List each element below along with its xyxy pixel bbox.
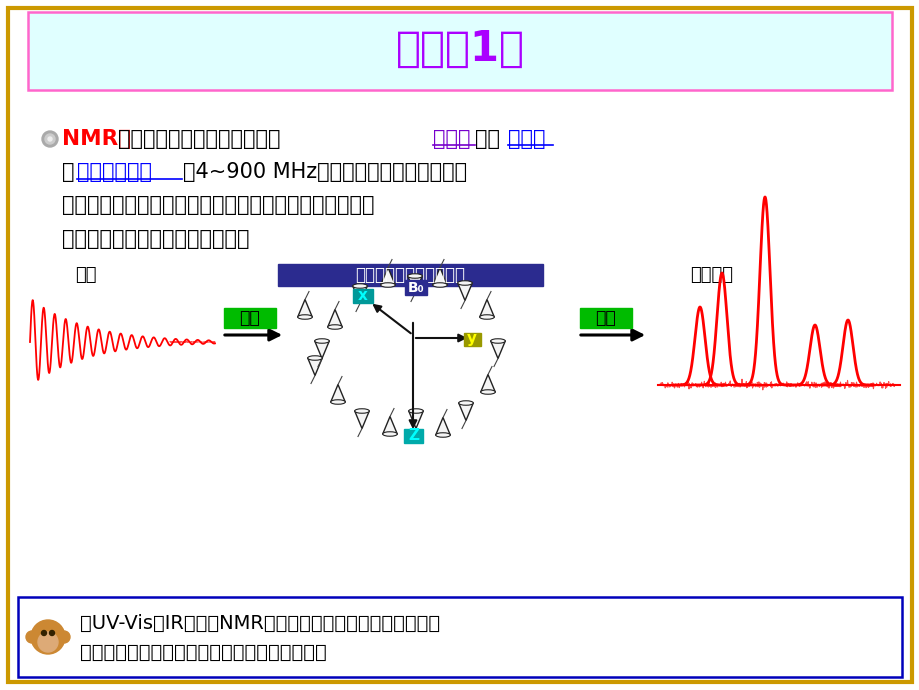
Polygon shape	[458, 283, 471, 301]
Polygon shape	[436, 417, 449, 435]
Ellipse shape	[327, 325, 342, 329]
Ellipse shape	[408, 408, 423, 413]
Text: 研究具有核磁性质的原子核（: 研究具有核磁性质的原子核（	[118, 129, 280, 149]
Polygon shape	[407, 276, 422, 293]
Text: y: y	[467, 331, 476, 346]
Ellipse shape	[382, 432, 397, 436]
Text: 概述（1）: 概述（1）	[395, 28, 524, 70]
Text: 吸收射频辐射: 吸收射频辐射	[77, 162, 152, 182]
Polygon shape	[330, 384, 345, 402]
Ellipse shape	[459, 401, 473, 405]
Circle shape	[38, 632, 58, 652]
Text: 照射: 照射	[239, 309, 260, 327]
Polygon shape	[327, 310, 342, 327]
Circle shape	[42, 131, 58, 147]
Text: x: x	[357, 288, 368, 304]
Bar	[18, 597, 901, 677]
Polygon shape	[298, 299, 312, 317]
Polygon shape	[307, 358, 322, 375]
Bar	[404, 280, 426, 295]
Ellipse shape	[307, 356, 322, 360]
Text: 磁性核: 磁性核	[433, 129, 470, 149]
Ellipse shape	[407, 274, 422, 278]
Ellipse shape	[380, 283, 395, 287]
Polygon shape	[432, 268, 447, 285]
Bar	[579, 308, 631, 328]
Text: 强磁场中的原子核自旋能级对射频辐射的吸收。: 强磁场中的原子核自旋能级对射频辐射的吸收。	[80, 642, 326, 662]
Ellipse shape	[298, 315, 312, 319]
Bar	[28, 12, 891, 90]
Ellipse shape	[352, 284, 367, 288]
Text: 吸收: 吸收	[595, 309, 616, 327]
Circle shape	[31, 620, 65, 654]
Polygon shape	[479, 299, 494, 317]
Text: 中: 中	[62, 162, 74, 182]
Ellipse shape	[330, 400, 345, 404]
Polygon shape	[490, 341, 505, 359]
Text: 与UV-Vis和IR类似，NMR也属于吸收光谱，但研究的是处于: 与UV-Vis和IR类似，NMR也属于吸收光谱，但研究的是处于	[80, 613, 439, 633]
Text: Z: Z	[407, 428, 418, 444]
Circle shape	[48, 137, 52, 141]
Polygon shape	[352, 286, 367, 304]
Ellipse shape	[436, 433, 450, 437]
Ellipse shape	[479, 315, 494, 319]
Ellipse shape	[354, 408, 369, 413]
Polygon shape	[355, 411, 369, 428]
Text: 射频: 射频	[75, 266, 96, 284]
Circle shape	[50, 631, 54, 635]
Circle shape	[58, 631, 70, 643]
Ellipse shape	[490, 339, 505, 343]
Circle shape	[41, 631, 47, 635]
Ellipse shape	[480, 390, 494, 394]
Text: 强磁场: 强磁场	[507, 129, 545, 149]
Circle shape	[26, 631, 38, 643]
Text: B₀: B₀	[407, 281, 424, 295]
Text: 一种波谱法。是鉴定有机和无机化合物结构最强有力的工: 一种波谱法。是鉴定有机和无机化合物结构最强有力的工	[62, 195, 374, 215]
Polygon shape	[481, 375, 494, 392]
Ellipse shape	[457, 281, 471, 285]
Bar	[463, 333, 481, 346]
Bar	[403, 429, 423, 443]
Bar	[278, 264, 542, 286]
Ellipse shape	[432, 283, 447, 287]
Polygon shape	[314, 341, 329, 359]
Text: 吸收光谱: 吸收光谱	[689, 266, 732, 284]
Text: 具之一，有时也可用于定量分析。: 具之一，有时也可用于定量分析。	[62, 229, 249, 249]
Polygon shape	[459, 403, 472, 420]
Text: ）在: ）在	[474, 129, 499, 149]
Text: NMR：: NMR：	[62, 129, 130, 149]
Text: （4~900 MHz）能量发生能级跃迁现象的: （4~900 MHz）能量发生能级跃迁现象的	[183, 162, 467, 182]
Circle shape	[45, 134, 55, 144]
Text: 强磁场中磁性核能级分裂: 强磁场中磁性核能级分裂	[355, 266, 464, 284]
Polygon shape	[380, 268, 395, 285]
Polygon shape	[382, 417, 397, 434]
Polygon shape	[408, 411, 423, 428]
Bar	[353, 289, 372, 303]
Ellipse shape	[314, 339, 329, 343]
Bar	[223, 308, 276, 328]
